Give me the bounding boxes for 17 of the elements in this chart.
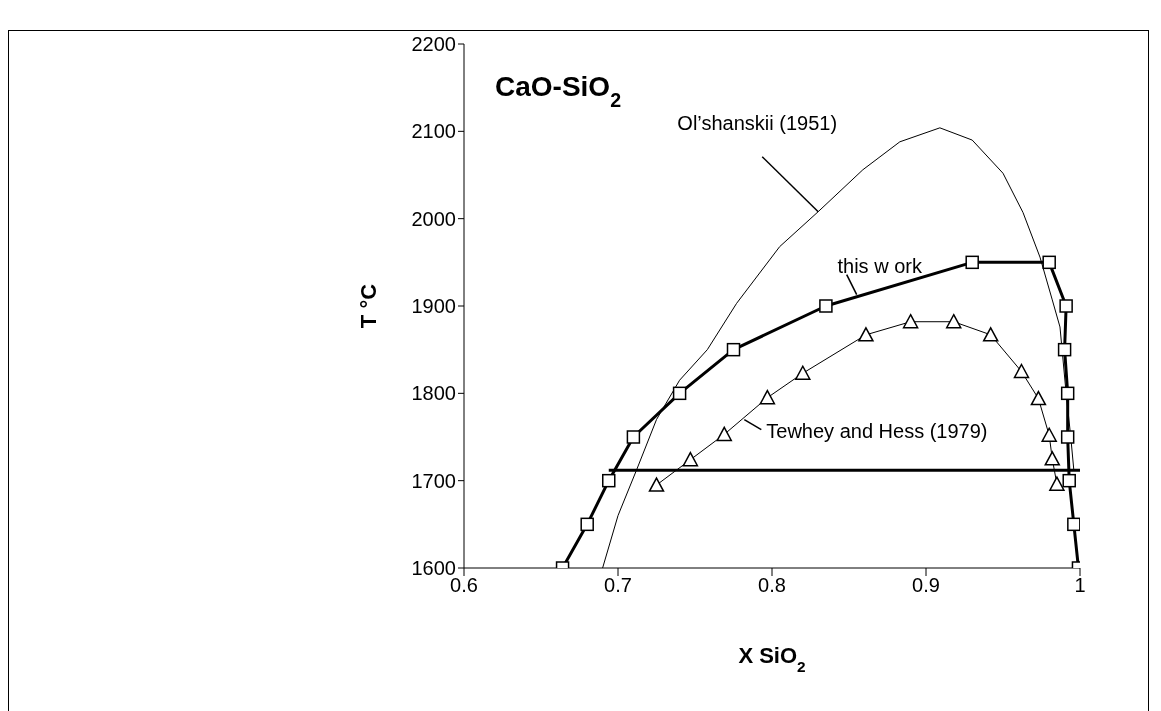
x-axis-title: X SiO$_{2}$: [738, 643, 806, 675]
x-tick-label: 1: [1074, 574, 1086, 597]
x-tick-label: 0.7: [604, 574, 632, 597]
y-axis-title: T °C: [356, 283, 381, 329]
y-tick-label: 2200: [411, 33, 456, 56]
annotation: Ol’shanskii (1951): [677, 111, 838, 134]
y-tick-label: 1700: [411, 469, 456, 492]
y-tick-label: 2000: [411, 207, 456, 230]
x-tick-label: 0.6: [450, 574, 478, 597]
annotation: Tewhey and Hess (1979): [766, 419, 988, 442]
x-tick-label: 0.9: [912, 574, 940, 597]
y-tick-label: 1800: [411, 382, 456, 405]
text: CaO-SiO$_{2}$: [495, 71, 622, 111]
x-tick-label: 0.8: [758, 574, 786, 597]
y-tick-label: 2100: [411, 120, 456, 143]
annotation: this w ork: [837, 254, 923, 277]
y-tick-label: 1900: [411, 295, 456, 318]
